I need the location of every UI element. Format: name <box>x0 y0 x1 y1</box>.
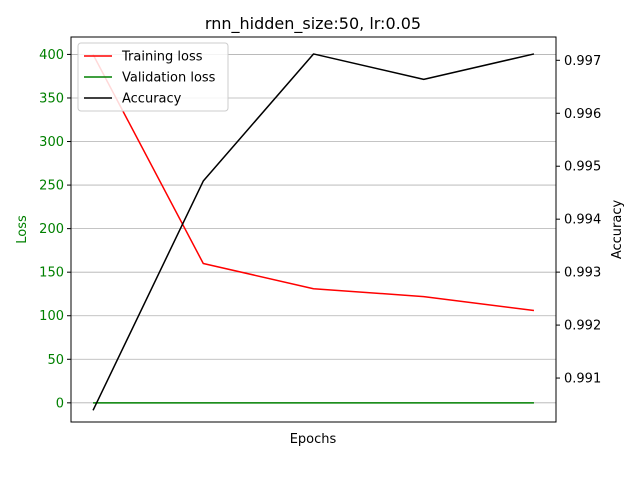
legend-label: Validation loss <box>122 71 216 86</box>
right-tick-label: 0.991 <box>564 372 601 387</box>
right-tick-label: 0.994 <box>564 213 601 228</box>
left-axis-ticks: 0 50 100 150 200 250 300 350 400 <box>39 48 71 411</box>
left-tick-label: 350 <box>39 91 64 106</box>
right-tick-label: 0.995 <box>564 160 601 175</box>
left-tick-label: 200 <box>39 222 64 237</box>
y-axis-label-loss: Loss <box>15 215 30 244</box>
left-tick-label: 150 <box>39 266 64 281</box>
legend: Training loss Validation loss Accuracy <box>77 42 229 112</box>
left-tick-label: 0 <box>56 396 64 411</box>
chart-title: rnn_hidden_size:50, lr:0.05 <box>205 14 421 34</box>
left-tick-label: 100 <box>39 309 64 324</box>
series-line-training-loss <box>92 54 535 312</box>
plot-frame <box>70 36 557 423</box>
series-line-accuracy <box>92 53 535 411</box>
series-layer <box>92 53 535 411</box>
right-tick-label: 0.992 <box>564 319 601 334</box>
legend-label: Training loss <box>121 50 203 65</box>
left-tick-label: 250 <box>39 179 64 194</box>
x-axis-label: Epochs <box>290 432 337 447</box>
legend-label: Accuracy <box>122 92 182 107</box>
y-axis-label-accuracy: Accuracy <box>610 200 625 260</box>
left-tick-label: 300 <box>39 135 64 150</box>
left-tick-label: 400 <box>39 48 64 63</box>
right-tick-label: 0.993 <box>564 266 601 281</box>
legend-box <box>77 42 229 112</box>
left-tick-label: 50 <box>47 353 64 368</box>
right-tick-label: 0.996 <box>564 107 601 122</box>
right-axis-ticks: 0.991 0.992 0.993 0.994 0.995 0.996 0.997 <box>556 54 601 387</box>
right-tick-label: 0.997 <box>564 54 601 69</box>
